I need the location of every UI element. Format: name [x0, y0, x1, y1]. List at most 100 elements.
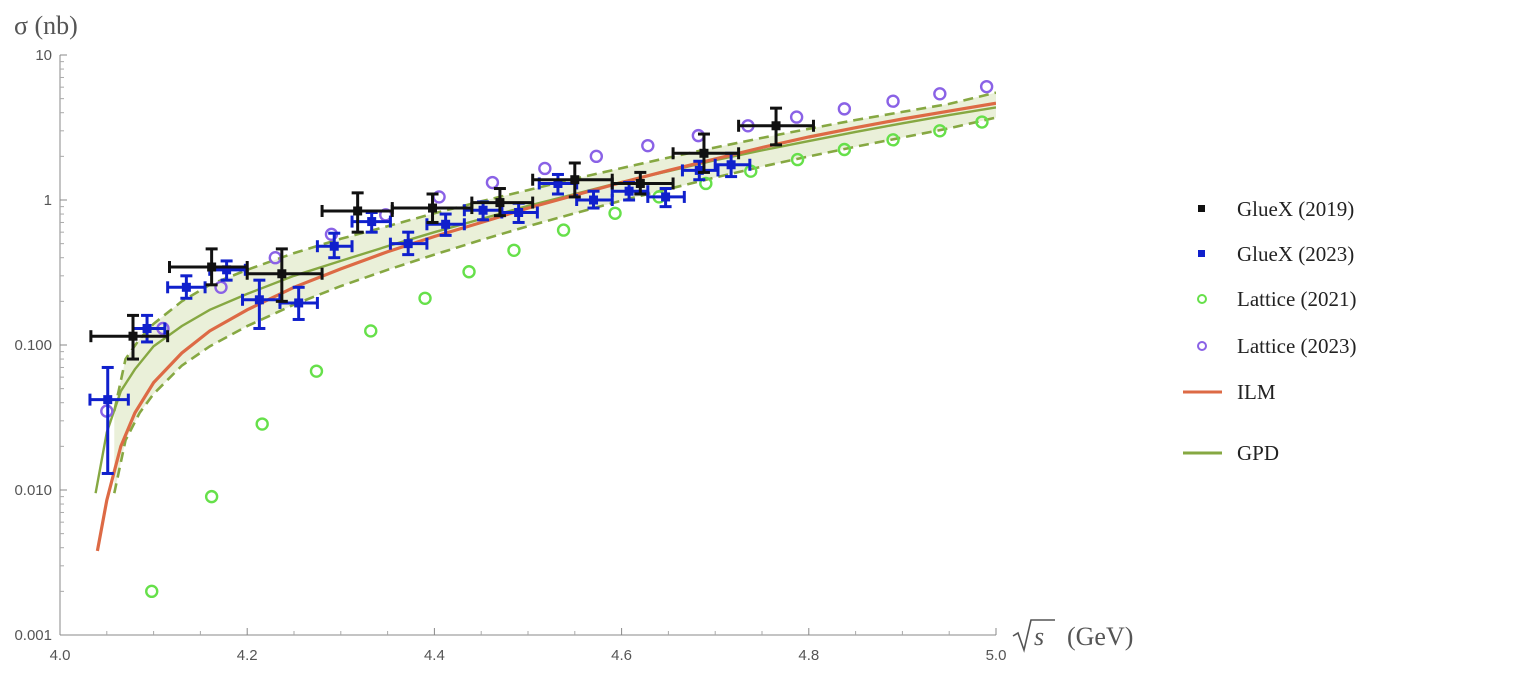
gluex2023-point [88, 365, 130, 475]
square-marker [207, 262, 217, 272]
y-tick-label: 1 [44, 192, 52, 209]
square-marker [142, 323, 152, 333]
lattice2021-point [933, 124, 947, 138]
square-marker [367, 217, 377, 227]
y-tick-label: 0.100 [14, 337, 52, 354]
square-marker [181, 282, 191, 292]
lattice2021-point [608, 206, 622, 220]
square-marker [254, 295, 264, 305]
square-marker [403, 239, 413, 249]
square-marker [294, 298, 304, 308]
square-marker [222, 265, 232, 275]
square-marker [771, 121, 781, 131]
square-marker [635, 178, 645, 188]
lattice2021-point [507, 243, 521, 257]
x-tick-label: 4.0 [50, 647, 71, 664]
lattice2023-point [214, 280, 228, 294]
lattice2021-point [309, 364, 324, 378]
lattice2021-point [837, 142, 852, 157]
square-marker [661, 192, 671, 202]
x-tick-label: 4.2 [237, 647, 258, 664]
legend-square-swatch [1198, 250, 1205, 257]
square-marker [514, 207, 524, 217]
lattice2021-point [145, 584, 159, 599]
square-marker [495, 198, 505, 208]
gluex2019-point [671, 132, 741, 174]
square-marker [103, 395, 113, 405]
y-tick-label: 0.010 [14, 482, 52, 499]
legend: GlueX (2019) GlueX (2023) Lattice (2021) La… [1183, 197, 1357, 465]
square-marker [353, 206, 363, 216]
lattice2023-point [837, 102, 852, 116]
y-axis-title: σ (nb) [14, 11, 78, 40]
square-marker [570, 175, 580, 185]
gluex2019-point [320, 191, 394, 234]
square-marker [589, 195, 599, 205]
square-marker [699, 148, 709, 158]
gpd-band-lower-edge [113, 116, 996, 494]
legend-entry-gluex2019: GlueX (2019) [1198, 197, 1354, 221]
lattice2021-point [255, 417, 269, 431]
x-tick-label: 4.6 [611, 647, 632, 664]
legend-entry-gpd: GPD [1183, 441, 1279, 465]
legend-square-swatch [1198, 205, 1205, 212]
x-tick-label: 4.8 [798, 647, 819, 664]
square-marker [277, 269, 287, 279]
legend-label: Lattice (2021) [1237, 287, 1357, 311]
gpd-uncertainty-band [114, 92, 996, 494]
lattice2023-point [538, 161, 552, 176]
gluex2023-point [166, 274, 207, 300]
square-marker [329, 241, 339, 251]
legend-entry-lattice2021: Lattice (2021) [1197, 287, 1357, 311]
lattice2023-point [641, 138, 655, 153]
lattice2023-point [789, 110, 804, 124]
lattice2023-point [691, 128, 706, 143]
gluex2023-point [315, 231, 354, 260]
gluex2019-point [89, 313, 170, 361]
lattice2021-point [699, 176, 713, 191]
lattice2021-point [556, 223, 571, 237]
gluex2019-point [245, 247, 324, 303]
square-marker [726, 160, 736, 170]
legend-circle-swatch [1197, 341, 1207, 351]
y-tick-label: 10 [35, 47, 52, 64]
y-tick-label: 0.001 [14, 627, 52, 644]
lattice2023-point [886, 94, 900, 108]
lattice2021-point [364, 324, 378, 338]
square-marker [624, 186, 634, 196]
gluex2019-point [610, 170, 675, 196]
gpd-curve [94, 106, 996, 494]
square-marker [428, 203, 438, 213]
lattice2023-point [589, 149, 604, 164]
ilm-curve [95, 101, 996, 552]
legend-entry-ilm: ILM [1183, 380, 1276, 404]
data-markers [88, 79, 994, 599]
square-marker [441, 219, 451, 229]
lattice2021-point [462, 265, 476, 279]
gluex2023-point [425, 212, 466, 237]
lattice2021-point [418, 291, 432, 305]
legend-label: ILM [1237, 380, 1276, 404]
lattice2023-point [979, 79, 994, 94]
lattice2021-point [204, 489, 219, 504]
x-tick-label: 5.0 [986, 647, 1007, 664]
legend-label: GlueX (2023) [1237, 242, 1354, 266]
x-axis-title-unit: (GeV) [1067, 622, 1133, 651]
gluex2023-point [131, 313, 167, 344]
gluex2019-point [737, 106, 815, 147]
gluex2019-point [531, 161, 614, 199]
lattice2021-point [886, 133, 900, 147]
gluex2019-point [168, 247, 249, 287]
gluex2019-point [470, 187, 535, 218]
lattice2023-point [933, 87, 947, 101]
lattice2021-point [975, 115, 989, 129]
gluex2023-point [646, 187, 686, 209]
square-marker [694, 165, 704, 175]
legend-circle-swatch [1197, 294, 1207, 304]
square-marker [553, 178, 563, 188]
gluex2023-point [278, 285, 319, 321]
gluex2019-point [390, 192, 474, 224]
lattice2021-point [790, 152, 805, 167]
